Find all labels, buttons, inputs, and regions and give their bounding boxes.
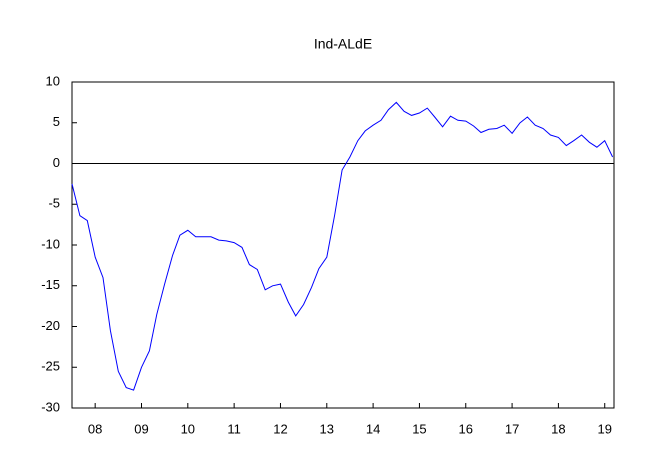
x-tick-label: 12 (273, 421, 287, 436)
y-tick-label: -5 (48, 196, 60, 211)
y-tick-label: -30 (41, 399, 60, 414)
x-tick-label: 11 (227, 421, 241, 436)
x-tick-label: 14 (366, 421, 380, 436)
y-tick-label: -10 (41, 236, 60, 251)
y-tick-label: -15 (41, 277, 60, 292)
x-tick-label: 19 (598, 421, 612, 436)
plot-frame (71, 81, 615, 409)
y-tick-label: 0 (53, 155, 60, 170)
x-tick-label: 15 (412, 421, 426, 436)
x-tick-label: 18 (551, 421, 565, 436)
x-tick-label: 13 (320, 421, 334, 436)
y-tick-label: -20 (41, 318, 60, 333)
x-tick-label: 09 (134, 421, 148, 436)
y-tick-label: 5 (53, 114, 60, 129)
chart-title: Ind-ALdE (314, 36, 372, 52)
x-tick-label: 10 (181, 421, 195, 436)
y-tick-label: -25 (41, 359, 60, 374)
x-tick-label: 17 (505, 421, 519, 436)
x-tick-label: 16 (459, 421, 473, 436)
x-tick-label: 08 (88, 421, 102, 436)
line-series (71, 101, 614, 391)
y-tick-label: 10 (46, 73, 60, 88)
